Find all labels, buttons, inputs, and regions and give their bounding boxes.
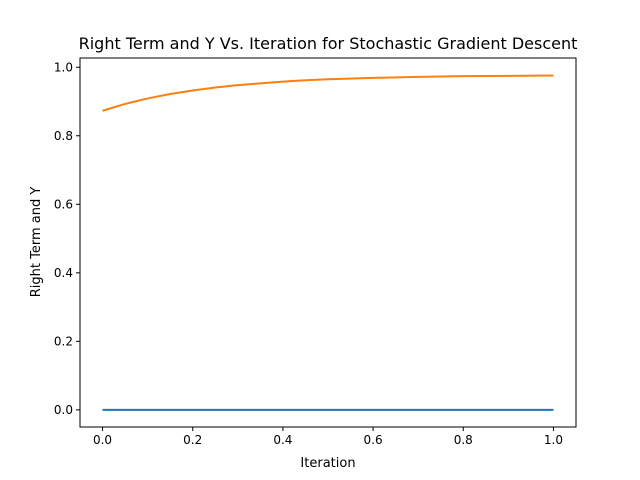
plot-frame: [79, 57, 577, 428]
x-tick-label: 0.0: [93, 433, 112, 447]
ticks-layer: 0.0 0.2 0.4 0.6 0.8 1.0 0.0 0.2 0.4 0.6 0.8 1.0: [54, 60, 563, 447]
y-axis-label: Right Term and Y: [29, 187, 44, 298]
x-tick-label: 0.4: [273, 433, 292, 447]
x-tick-label: 0.8: [454, 433, 473, 447]
y-tick-label: 0.6: [54, 197, 73, 211]
y-tick-label: 0.8: [54, 129, 73, 143]
y-tick-label: 0.0: [54, 403, 73, 417]
x-tick-label: 0.6: [364, 433, 383, 447]
x-tick-label: 1.0: [544, 433, 563, 447]
series-layer: [102, 74, 554, 411]
x-tick-label: 0.2: [183, 433, 202, 447]
y-tick-label: 0.4: [54, 266, 73, 280]
x-axis-label: Iteration: [300, 456, 355, 471]
y-tick-label: 1.0: [54, 60, 73, 74]
series-line-2: [102, 74, 554, 112]
y-tick-label: 0.2: [54, 334, 73, 348]
chart-title: Right Term and Y Vs. Iteration for Stoch…: [79, 34, 578, 53]
